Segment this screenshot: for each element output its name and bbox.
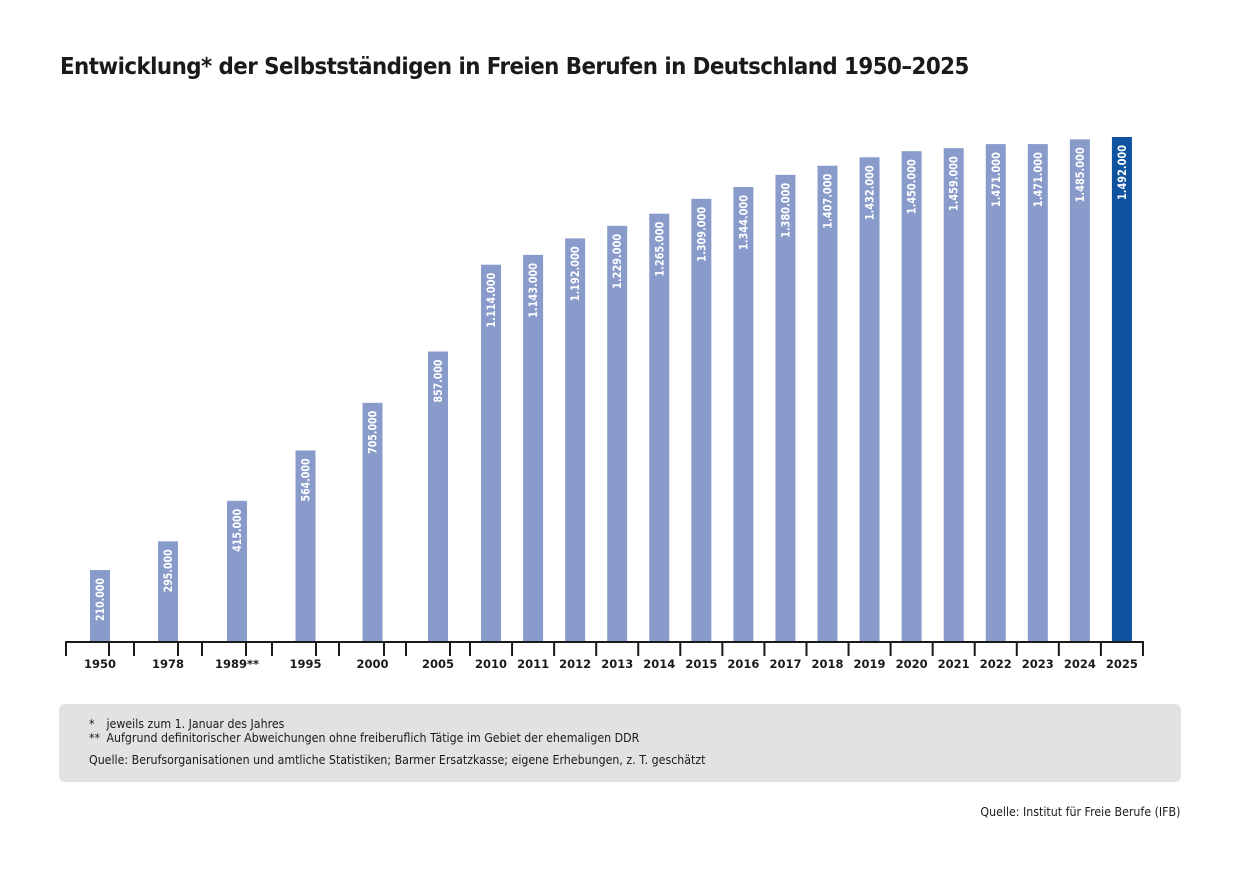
x-tick-label: 2015 xyxy=(685,657,717,671)
data-label: 1.471.000 xyxy=(1031,152,1045,207)
x-tick-label: 2005 xyxy=(422,657,454,671)
data-label: 1.344.000 xyxy=(736,195,750,250)
x-tick-label: 2017 xyxy=(769,657,801,671)
bar-2016 xyxy=(733,186,754,642)
bar-2020 xyxy=(901,151,922,641)
x-tick-label: 2012 xyxy=(559,657,591,671)
bar-2015 xyxy=(691,198,712,641)
data-label: 857.000 xyxy=(431,360,445,403)
footnote-2: ** Aufgrund definitorischer Abweichungen … xyxy=(89,731,639,745)
x-tick-label: 2024 xyxy=(1064,657,1096,671)
data-label: 1.459.000 xyxy=(947,156,961,211)
x-tick-label: 1989** xyxy=(215,657,259,671)
data-label: 1.432.000 xyxy=(863,165,877,220)
footnote-2-mark: ** xyxy=(89,731,101,745)
bar-2000 xyxy=(362,402,383,641)
footnote-1-mark: * xyxy=(89,717,95,731)
bar-2023 xyxy=(1027,144,1048,642)
data-label: 295.000 xyxy=(161,549,175,592)
bar-2018 xyxy=(817,165,838,641)
bar-1995 xyxy=(295,450,316,641)
data-label: 1.229.000 xyxy=(610,234,624,289)
footnote-source: Quelle: Berufsorganisationen und amtlich… xyxy=(89,753,706,767)
x-tick-label: 2011 xyxy=(517,657,549,671)
footnote-2-text: Aufgrund definitorischer Abweichungen oh… xyxy=(106,731,640,745)
data-label: 1.471.000 xyxy=(989,152,1003,207)
x-tick-label: 2022 xyxy=(980,657,1012,671)
x-tick-label: 1995 xyxy=(289,657,321,671)
x-tick-label: 2016 xyxy=(727,657,759,671)
data-label: 705.000 xyxy=(366,411,380,454)
bar-2024 xyxy=(1069,139,1090,641)
data-label: 1.492.000 xyxy=(1115,145,1129,200)
bar-2010 xyxy=(481,264,502,641)
x-tick-label: 2019 xyxy=(854,657,886,671)
data-label: 564.000 xyxy=(299,458,313,501)
x-tick-label: 1950 xyxy=(84,657,116,671)
bar-2019 xyxy=(859,157,880,641)
bar-chart: 210.000 1950 295.000 1978 415.000 1989** 564.0… xyxy=(65,137,1144,671)
chart-title: Entwicklung* der Selbstständigen in Frei… xyxy=(60,54,969,80)
source-credit: Quelle: Institut für Freie Berufe (IFB) xyxy=(979,805,1180,819)
data-label: 415.000 xyxy=(230,509,244,552)
bar-2012 xyxy=(565,238,586,641)
bar-2022 xyxy=(985,144,1006,642)
x-tick-label: 2000 xyxy=(356,657,388,671)
footnotes-box: * jeweils zum 1. Januar des Jahres ** Aufg… xyxy=(59,704,1181,782)
bar-1950 xyxy=(90,570,110,641)
bar-2005 xyxy=(428,351,448,641)
x-tick-label: 2018 xyxy=(812,657,844,671)
x-tick-label: 2020 xyxy=(896,657,928,671)
data-label: 1.143.000 xyxy=(526,263,540,318)
data-label: 1.485.000 xyxy=(1073,147,1087,202)
data-label: 1.380.000 xyxy=(778,183,792,238)
bar-2021 xyxy=(943,148,964,641)
footnote-1-text: jeweils zum 1. Januar des Jahres xyxy=(106,717,285,731)
x-tick-label: 2013 xyxy=(601,657,633,671)
bar-2013 xyxy=(607,225,628,641)
data-label: 1.309.000 xyxy=(694,207,708,262)
footnote-1: * jeweils zum 1. Januar des Jahres xyxy=(89,717,284,731)
bar-2017 xyxy=(775,174,796,641)
bar-2011 xyxy=(523,254,544,641)
bar-1978 xyxy=(158,541,178,641)
x-tick-label: 2010 xyxy=(475,657,507,671)
data-label: 1.192.000 xyxy=(568,246,582,301)
x-tick-label: 2025 xyxy=(1106,657,1138,671)
bar-1989 xyxy=(227,500,247,641)
bar-2014 xyxy=(649,213,670,641)
data-label: 1.450.000 xyxy=(905,159,919,214)
data-label: 1.114.000 xyxy=(484,273,498,328)
data-label: 1.265.000 xyxy=(652,222,666,277)
x-tick-label: 2023 xyxy=(1022,657,1054,671)
x-tick-label: 2021 xyxy=(938,657,970,671)
bar-2025 xyxy=(1111,137,1132,641)
x-tick-label: 1978 xyxy=(152,657,184,671)
x-tick-label: 2014 xyxy=(643,657,675,671)
data-label: 1.407.000 xyxy=(821,174,835,229)
data-label: 210.000 xyxy=(93,578,107,621)
